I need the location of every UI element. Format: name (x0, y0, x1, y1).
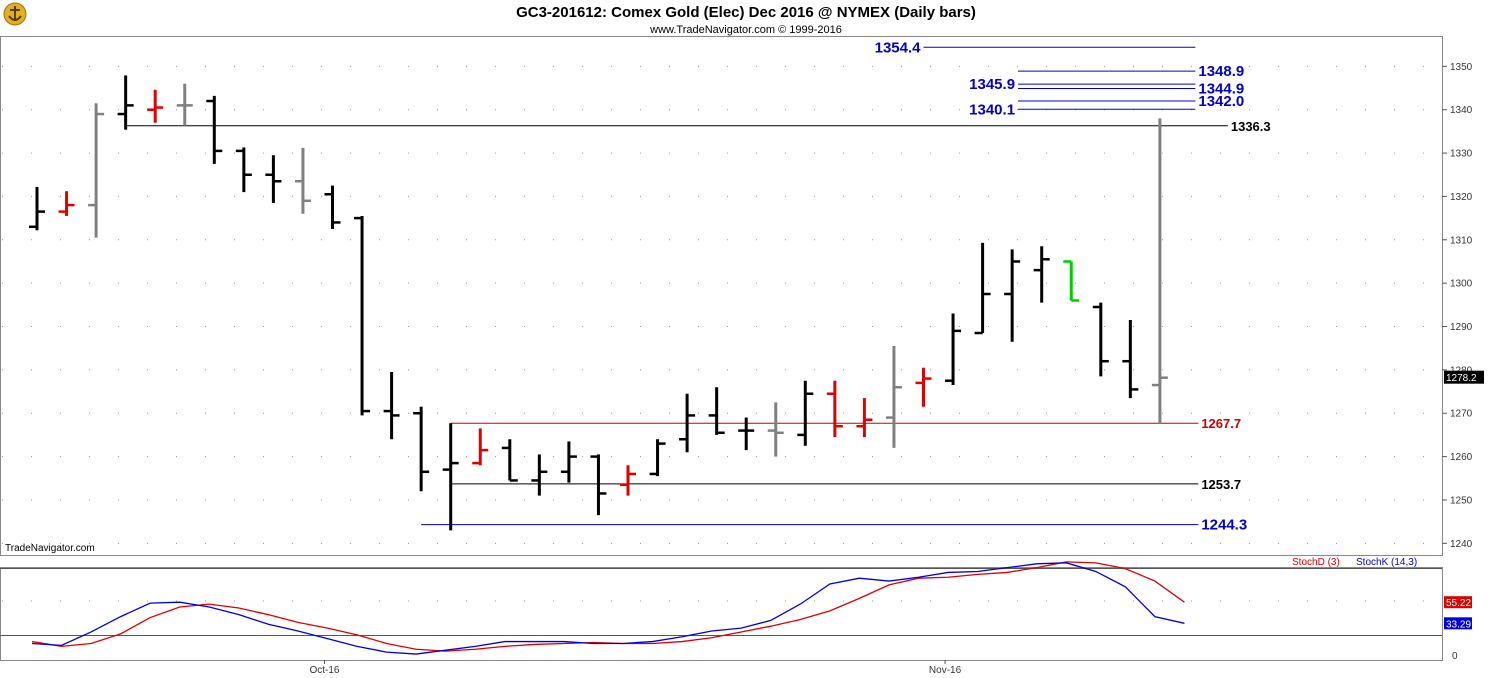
legend-stochk: StochK (14,3) (1356, 557, 1417, 568)
ohlc-bar (826, 380, 843, 438)
ohlc-bar (265, 155, 282, 203)
ohlc-bar (29, 186, 45, 231)
ohlc-bar (147, 89, 164, 123)
ohlc-bar (442, 423, 459, 531)
level-label: 1340.1 (969, 101, 1015, 118)
level-label: 1244.3 (1201, 517, 1247, 534)
level-label: 1342.0 (1198, 93, 1244, 110)
ohlc-bar (117, 75, 134, 130)
ohlc-bar (1004, 249, 1021, 342)
ohlc-bar (708, 387, 725, 435)
ohlc-bar (945, 313, 962, 386)
level-label: 1267.7 (1201, 416, 1241, 431)
ohlc-bar (235, 147, 252, 193)
last-price-label: 1278.2 (1446, 373, 1477, 384)
ohlc-bar (797, 380, 814, 446)
price-tick-label: 1320 (1450, 192, 1473, 203)
price-tick-label: 1250 (1450, 495, 1473, 506)
ohlc-bar (915, 367, 932, 407)
stoch-axis-zero: 0 (1452, 651, 1458, 662)
level-label: 1253.7 (1201, 477, 1241, 492)
stoch-panel (0, 567, 1443, 661)
ohlc-bar (590, 454, 607, 516)
time-axis: Oct-16 Nov-16 (309, 660, 962, 676)
ohlc-bar (294, 147, 311, 214)
ohlc-bar (413, 406, 430, 492)
ohlc-bar (738, 417, 755, 451)
ohlc-bar (856, 398, 873, 438)
time-tick-label: Nov-16 (929, 665, 962, 676)
price-tick-label: 1340 (1450, 105, 1473, 116)
level-label: 1348.9 (1198, 63, 1244, 80)
ohlc-bar (1063, 260, 1080, 302)
ohlc-bar (974, 242, 991, 335)
ohlc-bar (176, 83, 193, 126)
last-price-marker: 1278.2 (1444, 370, 1484, 384)
ohlc-bar (88, 103, 105, 238)
chart-subtitle: www.TradeNavigator.com © 1999-2016 (649, 24, 842, 36)
ohlc-bar (1151, 118, 1168, 424)
price-tick-label: 1350 (1450, 62, 1473, 73)
ohlc-bar (649, 439, 666, 477)
stoch-lines (31, 561, 1185, 655)
logo-icon (3, 2, 27, 26)
stochk-last-label: 33.29 (1446, 619, 1471, 630)
ohlc-bar (531, 454, 548, 496)
price-tick-label: 1260 (1450, 452, 1473, 463)
price-tick-label: 1330 (1450, 149, 1473, 160)
stoch-series-line (31, 562, 1185, 655)
ohlc-bar (324, 185, 341, 229)
ohlc-bar (1092, 302, 1109, 377)
watermark: TradeNavigator.com (5, 543, 95, 554)
ohlc-bar (885, 346, 902, 448)
ohlc-bar (383, 372, 400, 440)
level-label: 1336.3 (1231, 119, 1271, 134)
price-tick-label: 1300 (1450, 279, 1473, 290)
legend-stochd: StochD (3) (1292, 557, 1340, 568)
level-label: 1345.9 (969, 76, 1015, 93)
ohlc-bar (472, 428, 489, 466)
stochd-last-label: 55.22 (1446, 598, 1471, 609)
level-label: 1354.4 (875, 39, 922, 56)
price-tick-label: 1240 (1450, 539, 1473, 550)
ohlc-bar (679, 393, 696, 453)
ohlc-bar (560, 441, 577, 483)
ohlc-bar (206, 95, 223, 164)
price-tick-label: 1270 (1450, 409, 1473, 420)
chart-title: GC3-201612: Comex Gold (Elec) Dec 2016 @… (516, 4, 976, 21)
price-tick-label: 1310 (1450, 235, 1473, 246)
price-panel (0, 36, 1443, 556)
ohlc-bar (620, 465, 636, 496)
price-tick-label: 1290 (1450, 322, 1473, 333)
ohlc-bars (29, 75, 1168, 531)
ohlc-bar (1122, 320, 1139, 399)
ohlc-bar (1033, 246, 1050, 303)
ohlc-bar (767, 402, 784, 457)
ohlc-bar (58, 191, 75, 216)
stoch-last-markers: 55.22 33.29 (1444, 596, 1472, 630)
ohlc-bar (501, 439, 518, 482)
level-label: 1344.9 (1198, 80, 1244, 97)
price-axis: 1240125012601270128012901300131013201330… (1442, 62, 1473, 550)
time-tick-label: Oct-16 (309, 665, 339, 676)
ohlc-bar (354, 215, 371, 416)
